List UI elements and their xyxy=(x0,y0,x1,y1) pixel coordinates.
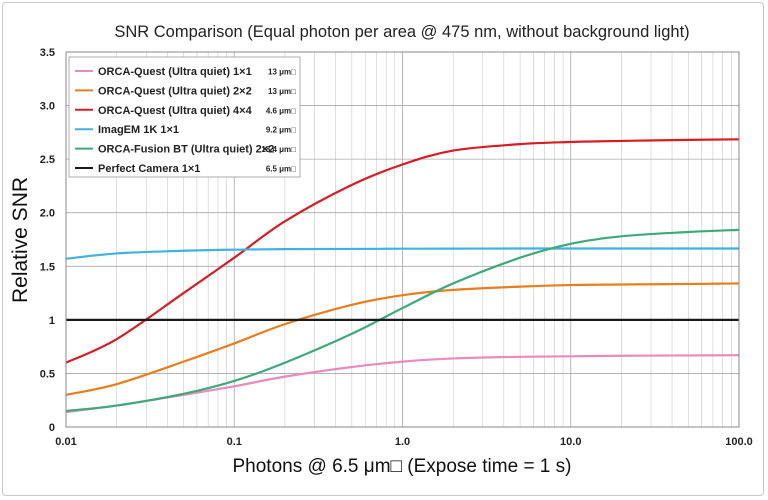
x-tick-label: 0.01 xyxy=(55,436,76,448)
legend-pixel-size: 4.6 μm□ xyxy=(266,106,296,115)
x-tick-label: 0.1 xyxy=(227,436,242,448)
y-tick-label: 1.5 xyxy=(40,261,55,273)
y-axis-label: Relative SNR xyxy=(9,177,32,303)
series-line-3 xyxy=(65,247,740,260)
legend-label: ORCA-Fusion BT (Ultra quiet) 2×2 xyxy=(98,144,274,156)
series-line-1 xyxy=(65,282,740,396)
legend-label: Perfect Camera 1×1 xyxy=(98,163,200,175)
y-tick-label: 2.0 xyxy=(40,208,55,220)
legend-pixel-size: 6.5 μm□ xyxy=(266,165,296,174)
legend-pixel-size: 9.2 μm□ xyxy=(266,126,296,135)
y-tick-label: 0 xyxy=(49,422,55,434)
series-lines xyxy=(65,138,740,414)
x-axis-ticks: 0.01 0.1 1.0 10.0 100.0 xyxy=(55,436,752,448)
y-tick-label: 3.0 xyxy=(40,101,55,113)
x-tick-label: 10.0 xyxy=(560,436,581,448)
legend-label: ORCA-Quest (Ultra quiet) 4×4 xyxy=(98,105,253,117)
y-tick-label: 2.5 xyxy=(40,154,55,166)
legend-pixel-size: 13 μm□ xyxy=(268,87,296,96)
y-tick-label: 3.5 xyxy=(40,47,55,59)
y-tick-label: 0.5 xyxy=(40,368,55,380)
x-axis-label: Photons @ 6.5 μm□ (Expose time = 1 s) xyxy=(233,456,572,477)
x-tick-label: 1.0 xyxy=(395,436,410,448)
chart-title: SNR Comparison (Equal photon per area @ … xyxy=(114,23,689,41)
series-line-2 xyxy=(65,138,740,364)
legend-label: ImagEM 1K 1×1 xyxy=(98,124,179,136)
legend: ORCA-Quest (Ultra quiet) 1×1 13 μm□ ORCA-Q… xyxy=(68,56,301,178)
legend-label: ORCA-Quest (Ultra quiet) 1×1 xyxy=(98,66,252,78)
plot-border xyxy=(65,51,740,428)
legend-label: ORCA-Quest (Ultra quiet) 2×2 xyxy=(98,85,252,97)
series-line-4 xyxy=(65,228,740,413)
legend-box xyxy=(68,56,301,178)
y-tick-label: 1 xyxy=(49,315,55,327)
x-tick-label: 100.0 xyxy=(725,436,753,448)
legend-pixel-size: 18.4 μm□ xyxy=(261,145,296,154)
y-axis-ticks: 0 0.5 1 1.5 2.0 2.5 3.0 3.5 xyxy=(40,47,55,434)
legend-pixel-size: 13 μm□ xyxy=(268,68,296,77)
